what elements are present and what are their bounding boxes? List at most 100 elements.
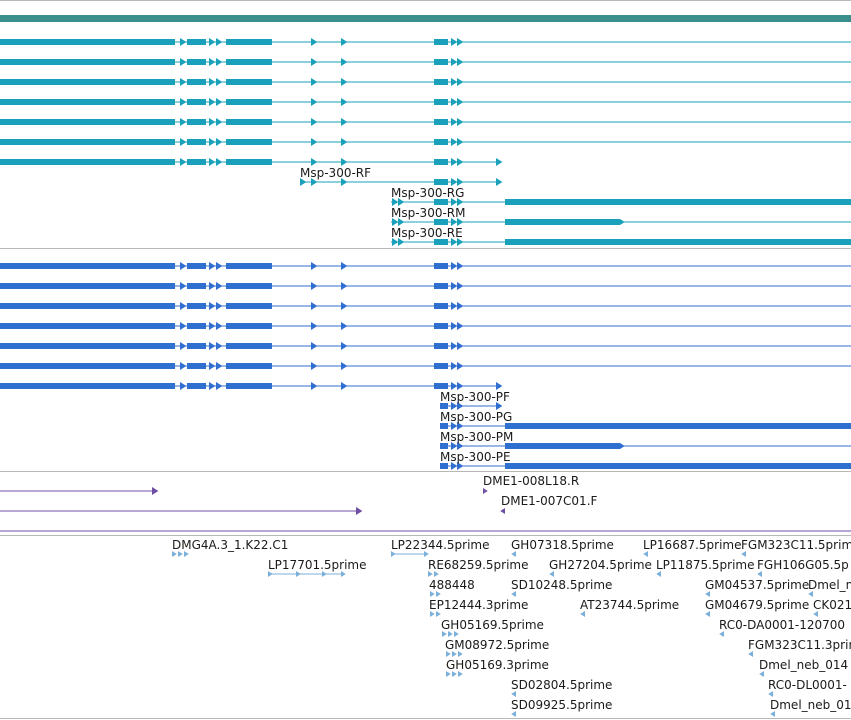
strand-arrow	[322, 571, 327, 577]
est-label[interactable]: CK021	[813, 598, 851, 612]
strand-arrow	[451, 38, 458, 46]
strand-arrow	[180, 342, 187, 350]
est-label[interactable]: SD09925.5prime	[511, 698, 613, 712]
strand-arrow	[620, 443, 625, 449]
strand-arrow	[808, 591, 813, 597]
transcript-label[interactable]: Msp-300-RE	[391, 226, 463, 240]
transcript-label[interactable]: Msp-300-PE	[440, 450, 511, 464]
strand-arrow	[770, 711, 775, 717]
exon-block	[226, 383, 272, 389]
est-label[interactable]: AT23744.5prime	[580, 598, 680, 612]
est-label[interactable]: SD02804.5prime	[511, 678, 613, 692]
exon-block	[434, 363, 448, 369]
est-label[interactable]: DMG4A.3_1.K22.C1	[172, 538, 289, 552]
strand-arrow	[341, 138, 348, 146]
est-label[interactable]: EP12444.3prime	[429, 598, 529, 612]
strand-arrow	[451, 342, 458, 350]
exon-block	[0, 159, 175, 165]
strand-arrow	[451, 442, 458, 450]
strand-arrow	[436, 611, 441, 617]
est-label[interactable]: 488448	[429, 578, 475, 592]
strand-arrow	[496, 402, 503, 410]
strand-arrow	[209, 382, 216, 390]
exon-block	[226, 303, 272, 309]
strand-arrow	[392, 218, 399, 226]
exon-block	[434, 99, 448, 105]
strand-arrow	[216, 118, 223, 126]
strand-arrow	[457, 422, 464, 430]
exon-block	[0, 383, 175, 389]
est-label[interactable]: GM08972.5prime	[445, 638, 550, 652]
separator-bottom	[0, 718, 851, 719]
est-label[interactable]: RC0-DL0001-	[768, 678, 847, 692]
strand-arrow	[180, 282, 187, 290]
exon-block	[187, 263, 206, 269]
exon-block	[0, 99, 175, 105]
strand-arrow	[458, 651, 463, 657]
strand-arrow	[451, 98, 458, 106]
strand-arrow	[341, 158, 348, 166]
est-label[interactable]: FGH106G05.5p	[757, 558, 849, 572]
exon-block	[0, 283, 175, 289]
est-label[interactable]: Dmel_neb_014	[759, 658, 849, 672]
exon-block	[226, 59, 272, 65]
strand-arrow	[392, 198, 399, 206]
est-label[interactable]: GH05169.5prime	[441, 618, 544, 632]
strand-arrow	[216, 58, 223, 66]
exon-block	[505, 463, 851, 469]
est-label[interactable]: GM04537.5prime	[705, 578, 810, 592]
est-label[interactable]: RC0-DA0001-120700	[719, 618, 845, 632]
est-label[interactable]: GM04679.5prime	[705, 598, 810, 612]
clone-label[interactable]: DME1-008L18.R	[483, 474, 580, 488]
est-label[interactable]: GH27204.5prime	[549, 558, 652, 572]
est-label[interactable]: LP22344.5prime	[391, 538, 490, 552]
exon-block	[434, 39, 448, 45]
est-label[interactable]: RE68259.5prime	[428, 558, 529, 572]
strand-arrow	[496, 178, 503, 186]
clone-label[interactable]: DME1-007C01.F	[501, 494, 598, 508]
est-label[interactable]: LP11875.5prime	[656, 558, 755, 572]
strand-arrow	[311, 138, 318, 146]
transcript-label[interactable]: Msp-300-RM	[391, 206, 466, 220]
strand-arrow	[511, 711, 516, 717]
est-label[interactable]: Dmel_n	[808, 578, 851, 592]
strand-arrow	[356, 507, 363, 515]
strand-arrow	[451, 218, 458, 226]
strand-arrow	[268, 571, 273, 577]
est-label[interactable]: FGM323C11.3prime	[748, 638, 851, 652]
strand-arrow	[580, 611, 585, 617]
exon-block	[440, 443, 448, 449]
strand-arrow	[451, 238, 458, 246]
transcript-label[interactable]: Msp-300-PF	[440, 390, 510, 404]
transcript-label[interactable]: Msp-300-RF	[300, 166, 372, 180]
strand-arrow	[457, 98, 464, 106]
exon-block	[187, 99, 206, 105]
transcript-label[interactable]: Msp-300-RG	[391, 186, 465, 200]
strand-arrow	[341, 178, 348, 186]
strand-arrow	[451, 158, 458, 166]
transcript-label[interactable]: Msp-300-PG	[440, 410, 513, 424]
strand-arrow	[341, 118, 348, 126]
strand-arrow	[184, 551, 189, 557]
exon-block	[0, 323, 175, 329]
strand-arrow	[392, 238, 399, 246]
exon-block	[0, 139, 175, 145]
strand-arrow	[209, 362, 216, 370]
exon-block	[187, 323, 206, 329]
transcript-track-teal	[0, 38, 851, 246]
strand-arrow	[341, 382, 348, 390]
transcript-label[interactable]: Msp-300-PM	[440, 430, 514, 444]
est-label[interactable]: LP17701.5prime	[268, 558, 367, 572]
exon-block	[226, 263, 272, 269]
exon-block	[434, 283, 448, 289]
strand-arrow	[511, 691, 516, 697]
est-label[interactable]: GH07318.5prime	[511, 538, 614, 552]
strand-arrow	[451, 78, 458, 86]
est-label[interactable]: LP16687.5prime	[643, 538, 742, 552]
strand-arrow	[209, 262, 216, 270]
est-label[interactable]: Dmel_neb_01	[770, 698, 851, 712]
est-label[interactable]: GH05169.3prime	[446, 658, 549, 672]
strand-arrow	[457, 198, 464, 206]
est-label[interactable]: FGM323C11.5prime	[741, 538, 851, 552]
est-label[interactable]: SD10248.5prime	[511, 578, 613, 592]
